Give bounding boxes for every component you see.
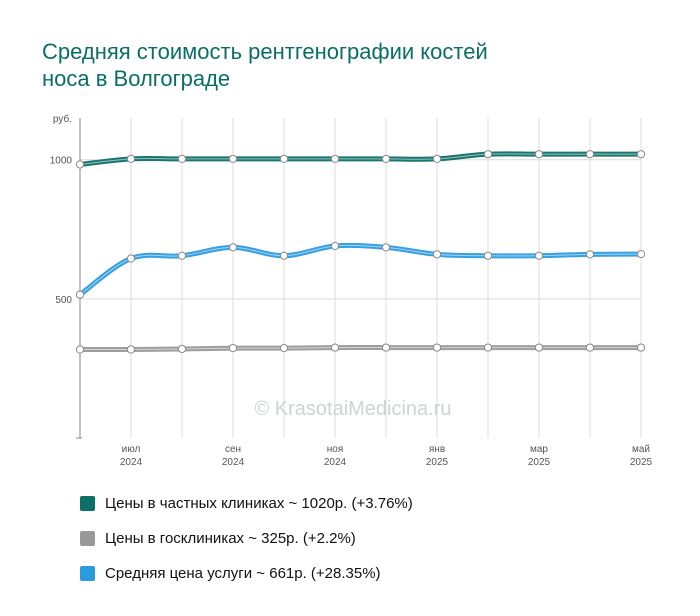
- legend-swatch: [80, 496, 95, 511]
- legend-label: Средняя цена услуги ~ 661р. (+28.35%): [105, 565, 381, 582]
- data-point: [177, 251, 187, 260]
- legend-item-private[interactable]: Цены в частных клиниках ~ 1020р. (+3.76%…: [80, 486, 413, 521]
- data-point: [585, 150, 595, 159]
- x-tick-label-month: июл: [122, 444, 141, 455]
- x-tick-label-year: 2025: [426, 457, 449, 468]
- data-point: [228, 243, 238, 252]
- data-point: [636, 150, 646, 159]
- data-point: [483, 343, 493, 352]
- chart-title-line-1: Средняя стоимость рентгенографии костей: [42, 39, 488, 64]
- x-tick-label-year: 2024: [120, 457, 143, 468]
- data-point: [534, 150, 544, 159]
- data-point: [483, 251, 493, 260]
- line-chart: 500 1000 руб. июл 2024 сен 2024 ноя 2024 янв 2025 м…: [50, 113, 653, 468]
- x-tick-label-month: янв: [429, 444, 445, 455]
- x-tick-label-month: май: [632, 444, 650, 455]
- data-point: [381, 243, 391, 252]
- data-point: [75, 345, 85, 354]
- data-point: [585, 343, 595, 352]
- x-tick-label-year: 2024: [324, 457, 347, 468]
- data-point: [126, 154, 136, 164]
- x-tick-label-month: сен: [225, 444, 241, 455]
- data-point: [228, 154, 238, 164]
- watermark: © KrasotaiMedicina.ru: [254, 398, 451, 420]
- series-line-highlight: [79, 244, 642, 296]
- y-unit-label: руб.: [53, 113, 72, 125]
- data-point: [279, 251, 289, 260]
- legend-label: Цены в частных клиниках ~ 1020р. (+3.76%…: [105, 495, 413, 512]
- legend-swatch: [80, 531, 95, 546]
- legend-label: Цены в госклиниках ~ 325р. (+2.2%): [105, 530, 356, 547]
- data-point: [177, 344, 187, 354]
- data-point: [432, 250, 442, 259]
- data-point: [75, 160, 85, 169]
- grid: [79, 118, 642, 438]
- data-point: [636, 249, 646, 259]
- series-group: [75, 150, 646, 354]
- x-tick-label-year: 2024: [222, 457, 245, 468]
- data-point: [75, 290, 85, 299]
- legend-swatch: [80, 566, 95, 581]
- series-line-highlight: [79, 347, 641, 351]
- x-tick-label-month: ноя: [327, 444, 344, 455]
- data-point: [330, 241, 340, 251]
- data-point: [636, 343, 646, 352]
- data-point: [330, 154, 340, 164]
- chart-title-line-2: носа в Волгограде: [42, 66, 231, 91]
- data-point: [279, 344, 289, 353]
- data-point: [228, 344, 238, 353]
- chart-title: Средняя стоимость рентгенографии костей …: [42, 38, 602, 92]
- data-point: [177, 154, 187, 164]
- data-point: [126, 345, 136, 354]
- data-point: [279, 154, 289, 164]
- legend-item-public[interactable]: Цены в госклиниках ~ 325р. (+2.2%): [80, 521, 413, 556]
- data-point: [432, 154, 442, 164]
- data-point: [534, 251, 544, 260]
- data-point: [585, 250, 595, 259]
- data-point: [381, 154, 391, 164]
- data-point: [330, 343, 340, 352]
- data-point: [483, 150, 493, 159]
- legend-item-average[interactable]: Средняя цена услуги ~ 661р. (+28.35%): [80, 556, 413, 591]
- data-point: [534, 343, 544, 352]
- series-line-highlight: [79, 153, 641, 165]
- data-point: [432, 343, 442, 352]
- y-tick-label: 500: [55, 295, 72, 306]
- series-line: [77, 242, 644, 298]
- y-tick-label: 1000: [50, 156, 73, 167]
- legend: Цены в частных клиниках ~ 1020р. (+3.76%…: [80, 486, 413, 591]
- data-point: [381, 343, 391, 352]
- x-tick-label-year: 2025: [528, 457, 551, 468]
- x-tick-label-year: 2025: [630, 457, 653, 468]
- axes: 500 1000 руб. июл 2024 сен 2024 ноя 2024 янв 2025 м…: [50, 113, 653, 468]
- x-tick-label-month: мар: [530, 444, 548, 455]
- data-point: [126, 254, 136, 263]
